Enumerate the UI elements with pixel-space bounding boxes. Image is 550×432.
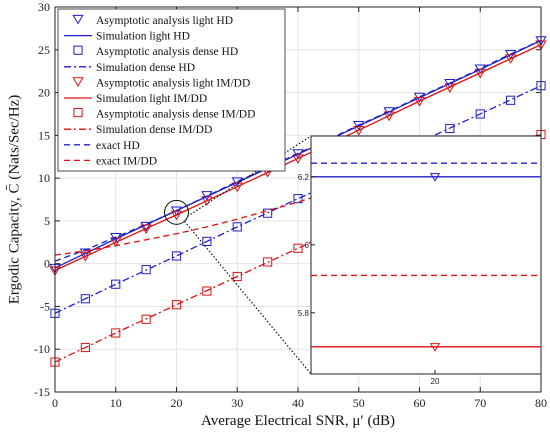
data-point-2 [111, 279, 121, 289]
y-tick-label: 30 [38, 0, 50, 14]
data-point-4 [79, 251, 92, 262]
y-tick-label: -5 [40, 299, 50, 313]
y-tick-label: 25 [38, 43, 50, 57]
y-tick-label: 15 [38, 128, 50, 142]
legend-box [57, 8, 286, 172]
data-point-6 [80, 342, 90, 353]
legend-entry: Asymptotic analysis dense IM/DD [96, 109, 255, 121]
data-point-2 [80, 294, 90, 304]
data-point-2 [232, 222, 242, 232]
data-point-2 [445, 123, 455, 134]
data-point-2 [141, 265, 151, 275]
legend: Asymptotic analysis light HD Simulation l… [57, 8, 286, 172]
inset-y-tick-label: 5.8 [298, 309, 310, 318]
y-tick-label: 5 [44, 214, 50, 228]
y-tick-label: -15 [34, 385, 50, 399]
legend-entry: exact HD [96, 140, 140, 152]
legend-entry: Simulation light IM/DD [96, 93, 207, 105]
data-point-6 [293, 243, 303, 253]
legend-entry: Simulation dense IM/DD [96, 124, 212, 136]
legend-entry: Asymptotic analysis light HD [96, 15, 233, 27]
y-tick-label: 0 [44, 257, 50, 271]
series-line-9 [54, 133, 542, 256]
legend-marker [72, 14, 84, 25]
y-axis-label: Ergodic Capacity, C̄ (Nats/Sec/Hz) [6, 95, 22, 305]
data-point-6 [202, 286, 212, 296]
legend-entry: Asymptotic analysis dense HD [96, 46, 238, 58]
x-tick-label: 80 [535, 396, 547, 410]
data-point-6 [171, 300, 182, 310]
data-point-6 [141, 314, 151, 324]
legend-marker [73, 45, 83, 55]
x-tick-label: 40 [292, 396, 304, 410]
data-point-6 [111, 328, 121, 338]
axes: 0 10 20 30 40 50 60 70 80 -15 -10 -5 0 5 10 15 20 25 30 [34, 0, 547, 410]
x-tick-label: 10 [110, 396, 122, 410]
x-axis-label: Average Electrical SNR, μ′ (dB) [201, 413, 395, 429]
legend-entry: Simulation dense HD [96, 62, 195, 74]
series-line-8 [54, 39, 542, 262]
y-tick-label: 20 [38, 86, 50, 100]
series-line-5 [54, 44, 542, 272]
zoom-circle [164, 199, 189, 225]
x-tick-label: 30 [231, 396, 243, 410]
inset-frame [310, 135, 542, 375]
data-point-2 [263, 208, 273, 218]
x-tick-label: 70 [474, 396, 486, 410]
inset-x-tick-label: 20 [431, 377, 440, 386]
legend-marker [73, 108, 83, 118]
data-point-0 [79, 248, 92, 259]
x-tick-label: 20 [171, 396, 183, 410]
inset-y-tick-label: 6 [305, 241, 310, 250]
inset-marker [429, 343, 441, 352]
zoom-guide-line [187, 135, 312, 217]
data-point-2 [506, 95, 516, 105]
y-tick-label: -10 [34, 342, 50, 356]
data-point-2 [202, 236, 212, 247]
data-point-6 [232, 271, 242, 282]
data-point-0 [231, 177, 243, 188]
data-point-2 [171, 251, 182, 261]
legend-entry: exact IM/DD [96, 155, 157, 167]
inset-y-tick-label: 6.2 [298, 173, 310, 182]
zoom-guide-line [184, 220, 312, 375]
x-tick-label: 0 [52, 396, 58, 410]
legend-entry: Simulation light HD [96, 31, 190, 43]
data-point-2 [293, 194, 303, 204]
legend-entry: Asymptotic analysis light IM/DD [96, 77, 250, 89]
y-tick-label: 10 [38, 171, 50, 185]
zoom-guides [164, 135, 312, 375]
legend-marker [72, 77, 84, 87]
data-point-2 [475, 109, 485, 119]
zoom-inset: 5.8 6 6.2 20 [298, 135, 542, 386]
data-point-6 [263, 257, 273, 267]
x-tick-label: 50 [353, 396, 365, 410]
inset-marker [429, 173, 441, 182]
x-tick-label: 60 [414, 396, 426, 410]
